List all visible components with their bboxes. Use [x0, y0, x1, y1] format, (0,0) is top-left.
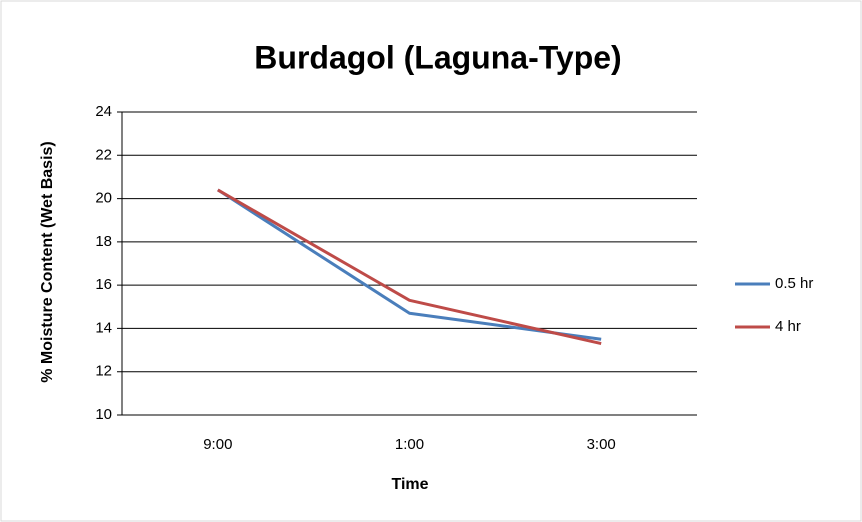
- x-tick-label: 1:00: [395, 436, 424, 453]
- x-axis-label: Time: [391, 476, 428, 493]
- legend-label: 0.5 hr: [775, 275, 813, 292]
- y-tick-label: 20: [95, 190, 112, 207]
- series-line: [217, 188, 602, 346]
- x-tick-label: 9:00: [203, 436, 232, 453]
- y-axis-label: % Moisture Content (Wet Basis): [39, 141, 56, 383]
- y-tick-label: 12: [95, 363, 112, 380]
- y-tick-label: 18: [95, 233, 112, 250]
- y-tick-label: 14: [95, 319, 112, 336]
- legend-label: 4 hr: [775, 318, 801, 335]
- y-tick-label: 10: [95, 406, 112, 423]
- y-tick-label: 16: [95, 276, 112, 293]
- x-tick-label: 3:00: [587, 436, 616, 453]
- y-tick-label: 24: [95, 103, 112, 120]
- y-tick-label: 22: [95, 146, 112, 163]
- chart-title: Burdagol (Laguna-Type): [254, 39, 621, 75]
